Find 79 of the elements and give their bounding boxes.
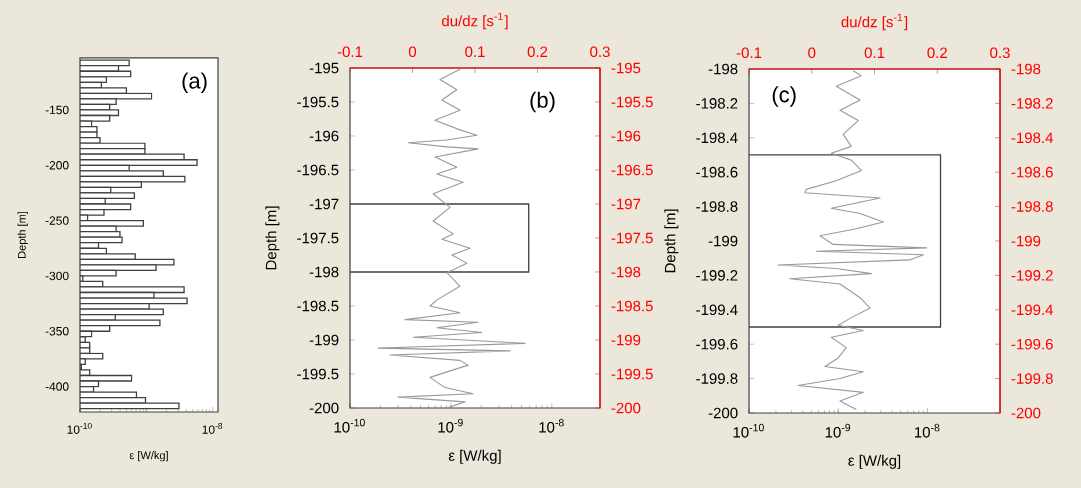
y2-tick-label: -196.5: [611, 164, 653, 176]
x-tick-label: 10$^{-8}$: [202, 422, 223, 434]
y-tick-label: -199.6: [696, 338, 738, 350]
y-tick-label: -200: [309, 402, 339, 414]
y-tick-label: -195.5: [297, 96, 339, 108]
annotation: (b): [530, 91, 555, 113]
x-tick-label: 10$^{-9}$: [438, 418, 463, 433]
y-axis-title: Depth [m]: [664, 209, 679, 273]
y-tick-label: -199: [708, 235, 738, 247]
y-tick-label: -199: [309, 334, 339, 346]
x-axis-title: ε [W/kg]: [448, 449, 501, 464]
x-axis-title: ε [W/kg]: [848, 454, 901, 469]
x-tick-label: 10$^{-8}$: [914, 423, 940, 438]
y2-tick-label: -199.6: [1011, 338, 1053, 350]
y-tick-label: -350: [45, 326, 69, 336]
y-tick-label: -197.5: [297, 232, 339, 244]
x-tick-label: 10$^{-10}$: [733, 423, 764, 438]
x2-tick-label: 0: [408, 46, 417, 58]
x2-tick-label: 0.1: [864, 47, 885, 59]
x2-axis-title: du/dz [s$^{-1}$]: [841, 13, 908, 31]
y2-tick-label: -198.2: [1011, 98, 1053, 109]
y-tick-label: -197: [309, 198, 339, 210]
y2-tick-label: -199: [1011, 235, 1041, 247]
y-tick-label: -196.5: [297, 164, 339, 176]
y2-tick-label: -195.5: [611, 96, 653, 108]
y-tick-label: -198: [309, 266, 339, 278]
x2-tick-label: -0.1: [736, 47, 762, 59]
y2-tick-label: -199.2: [1011, 270, 1053, 281]
y-tick-label: -198.6: [696, 166, 738, 178]
y-tick-label: -150: [45, 105, 69, 115]
y-axis-title: Depth [m]: [17, 211, 28, 258]
y-tick-label: -250: [45, 216, 69, 225]
annotation: (c): [772, 86, 796, 107]
y-tick-label: -198: [708, 63, 738, 75]
x2-tick-label: -0.1: [337, 46, 363, 58]
y2-tick-label: -198: [611, 266, 641, 278]
y2-tick-label: -199: [611, 334, 641, 346]
y-tick-label: -196: [309, 130, 339, 142]
x-tick-label: 10$^{-10}$: [67, 422, 92, 434]
y2-tick-label: -197: [611, 198, 641, 210]
y2-tick-label: -195: [611, 62, 641, 74]
y-tick-label: -198.8: [696, 201, 738, 212]
y2-tick-label: -198.5: [611, 300, 653, 312]
y-tick-label: -400: [45, 382, 69, 391]
y-tick-label: -200: [708, 407, 738, 419]
x-tick-label: 10$^{-10}$: [334, 418, 365, 433]
y2-tick-label: -198: [1011, 63, 1041, 75]
y2-tick-label: -199.8: [1011, 373, 1053, 384]
x2-tick-label: 0.3: [590, 46, 610, 58]
y-tick-label: -195: [309, 62, 339, 74]
x2-tick-label: 0.1: [465, 46, 485, 58]
y2-tick-label: -199.4: [1011, 304, 1054, 316]
x-tick-label: 10$^{-8}$: [539, 418, 564, 433]
y2-tick-label: -198.6: [1011, 166, 1053, 178]
x2-tick-label: 0.2: [927, 47, 947, 59]
y2-tick-label: -196: [611, 130, 641, 142]
y-tick-label: -199.8: [696, 373, 738, 384]
annotation: (a): [182, 72, 207, 94]
x-tick-label: 10$^{-9}$: [825, 423, 851, 438]
x2-tick-label: 0.3: [990, 47, 1010, 59]
y-tick-label: -198.2: [696, 98, 738, 109]
y-tick-label: -198.4: [696, 132, 738, 144]
y2-tick-label: -200: [611, 402, 641, 414]
y-tick-label: -199.2: [696, 270, 738, 281]
x2-tick-label: 0: [808, 47, 816, 59]
y-tick-label: -300: [45, 271, 69, 281]
y2-tick-label: -198.8: [1011, 201, 1053, 212]
y2-tick-label: -198.4: [1011, 132, 1054, 144]
y2-tick-label: -200: [1011, 407, 1041, 419]
x2-tick-label: 0.2: [527, 46, 548, 58]
y-tick-label: -199.5: [297, 368, 339, 380]
y2-tick-label: -199.5: [611, 368, 653, 380]
y-axis-title: Depth [m]: [265, 206, 280, 270]
x2-axis-title: du/dz [s$^{-1}$]: [442, 12, 508, 30]
y-tick-label: -200: [45, 161, 69, 170]
y-tick-label: -198.5: [297, 300, 339, 312]
x-axis-title: ε [W/kg]: [129, 451, 168, 462]
y2-tick-label: -197.5: [611, 232, 653, 244]
y-tick-label: -199.4: [696, 304, 738, 316]
